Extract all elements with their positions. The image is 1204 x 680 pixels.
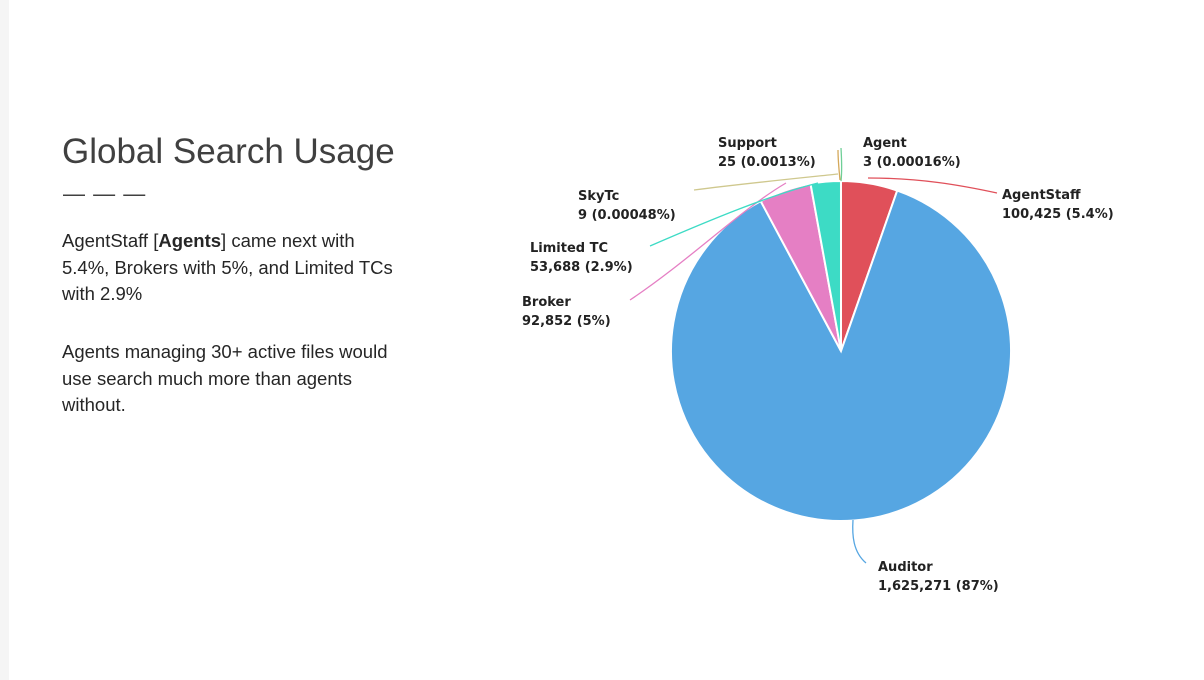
slice-label-name-agent: Agent bbox=[863, 136, 907, 151]
leader-line-agentstaff bbox=[867, 177, 998, 194]
page-title: Global Search Usage bbox=[62, 132, 395, 171]
slice-labels: Agent 3 (0.00016%) AgentStaff 100,425 (5.4%… bbox=[522, 136, 1114, 594]
slice-label-value-skytc: 9 (0.00048%) bbox=[578, 208, 676, 223]
leader-lines bbox=[629, 147, 998, 564]
slice-label-value-agent: 3 (0.00016%) bbox=[863, 155, 961, 170]
pie-slices bbox=[670, 179, 1012, 522]
paragraph-summary-text-end: ] came next with 5.4%, Brokers with 5%, … bbox=[62, 230, 393, 304]
pie-slice-auditor bbox=[670, 189, 1012, 522]
slice-label-value-support: 25 (0.0013%) bbox=[718, 155, 816, 170]
leader-line-limited-tc bbox=[649, 182, 819, 247]
slice-label-name-skytc: SkyTc bbox=[578, 189, 619, 204]
slice-label-value-auditor: 1,625,271 (87%) bbox=[878, 579, 999, 594]
leader-line-auditor bbox=[852, 519, 867, 564]
leader-line-broker bbox=[629, 182, 787, 301]
leader-line-agent bbox=[840, 147, 843, 182]
slice-label-name-limited-tc: Limited TC bbox=[530, 241, 608, 256]
paragraph-summary-bold: Agents bbox=[158, 230, 222, 251]
paragraph-summary: AgentStaff [Agents] came next with 5.4%,… bbox=[62, 228, 407, 308]
slice-label-value-limited-tc: 53,688 (2.9%) bbox=[530, 260, 633, 275]
paragraph-summary-text-start: AgentStaff [ bbox=[62, 230, 159, 251]
slice-label-value-broker: 92,852 (5%) bbox=[522, 314, 611, 329]
leader-line-support bbox=[837, 149, 841, 181]
slide: Global Search Usage — — — AgentStaff [Ag… bbox=[9, 0, 1204, 680]
left-margin-strip bbox=[0, 0, 9, 680]
title-divider: — — — bbox=[63, 181, 147, 206]
pie-slice-limited-tc bbox=[809, 179, 842, 352]
slice-label-value-agentstaff: 100,425 (5.4%) bbox=[1002, 207, 1114, 222]
paragraph-insight: Agents managing 30+ active files would u… bbox=[62, 341, 388, 415]
slice-label-name-auditor: Auditor bbox=[878, 560, 933, 575]
slice-label-name-support: Support bbox=[718, 136, 777, 151]
leader-line-skytc bbox=[693, 173, 839, 191]
slice-label-name-broker: Broker bbox=[522, 295, 571, 310]
slice-label-name-agentstaff: AgentStaff bbox=[1002, 188, 1081, 203]
